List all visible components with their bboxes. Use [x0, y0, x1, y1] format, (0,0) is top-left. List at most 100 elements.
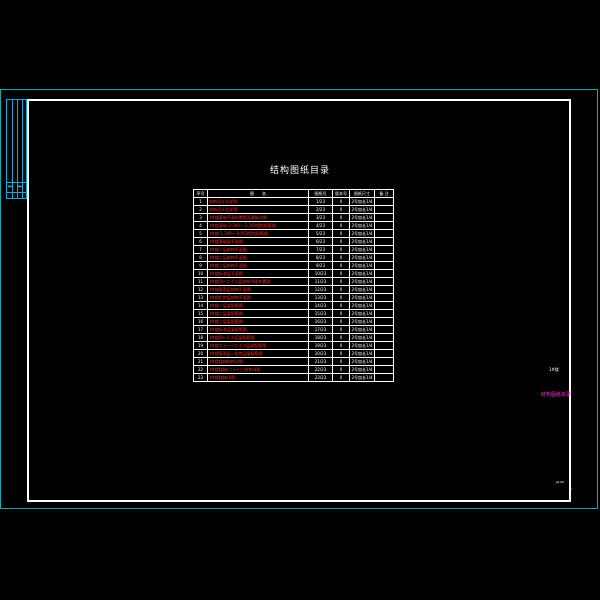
row-drawing-name: 1#楼基础梁平面图	[207, 237, 309, 246]
table-row: 3 1#楼基础平面布置图及基础详图 3/23 0 2号加长1/4	[193, 213, 394, 222]
row-size: 2号加长1/4	[349, 269, 375, 278]
row-number: 12	[193, 285, 208, 294]
row-size: 2号加长1/4	[349, 341, 375, 350]
table-row: 9 1#楼三层结构平面图 9/23 0 2号加长1/4	[193, 261, 394, 270]
row-size: 2号加长1/4	[349, 333, 375, 342]
row-drawing-name: 1#楼三层结构平面图	[207, 261, 309, 270]
row-remark	[374, 269, 394, 278]
row-version: 0	[332, 301, 350, 310]
row-remark	[374, 213, 394, 222]
binding-strip: ▬ ▬	[6, 99, 27, 199]
row-size: 2号加长1/4	[349, 261, 375, 270]
row-size: 2号加长1/4	[349, 197, 375, 206]
row-size: 2号加长1/4	[349, 317, 375, 326]
row-size: 2号加长1/4	[349, 237, 375, 246]
row-drawing-name: 1#楼标准层梁配筋图	[207, 325, 309, 334]
row-remark	[374, 285, 394, 294]
row-number: 2	[193, 205, 208, 214]
table-row: 11 1#楼四~二十二层结构平面布置图 11/23 0 2号加长1/4	[193, 277, 394, 286]
row-size: 2号加长1/4	[349, 245, 375, 254]
row-number: 11	[193, 277, 208, 286]
header-no: 序号	[193, 189, 208, 198]
row-number: 6	[193, 237, 208, 246]
table-row: 14 1#楼一层梁配筋图 14/23 0 2号加长1/4	[193, 301, 394, 310]
row-remark	[374, 229, 394, 238]
row-page: 2/23	[308, 205, 333, 214]
header-name: 图 名	[207, 189, 309, 198]
row-drawing-name: 1#楼二十一~二十二层梁配筋图	[207, 341, 309, 350]
row-page: 1/23	[308, 197, 333, 206]
row-version: 0	[332, 205, 350, 214]
row-version: 0	[332, 269, 350, 278]
header-remark: 备 注	[374, 189, 394, 198]
row-drawing-name: 1#楼基础平面布置图及基础详图	[207, 213, 309, 222]
row-version: 0	[332, 229, 350, 238]
table-row: 12 1#楼屋面层结构平面图 12/23 0 2号加长1/4	[193, 285, 394, 294]
row-version: 0	[332, 357, 350, 366]
row-remark	[374, 221, 394, 230]
table-row: 16 1#楼三层梁配筋图 16/23 0 2号加长1/4	[193, 317, 394, 326]
row-page: 16/23	[308, 317, 333, 326]
row-size: 2号加长1/4	[349, 285, 375, 294]
row-drawing-name: 1#楼二层结构平面图	[207, 253, 309, 262]
row-page: 17/23	[308, 325, 333, 334]
row-remark	[374, 357, 394, 366]
row-number: 7	[193, 245, 208, 254]
row-remark	[374, 309, 394, 318]
row-version: 0	[332, 373, 350, 382]
table-row: 21 1#楼楼梯结构详图 21/23 0 2号加长1/4	[193, 357, 394, 366]
row-remark	[374, 325, 394, 334]
row-number: 13	[193, 293, 208, 302]
row-version: 0	[332, 277, 350, 286]
row-number: 14	[193, 301, 208, 310]
row-remark	[374, 245, 394, 254]
row-remark	[374, 253, 394, 262]
row-drawing-name: 1#楼四~二十层梁配筋图	[207, 333, 309, 342]
row-remark	[374, 333, 394, 342]
row-number: 1	[193, 197, 208, 206]
row-drawing-name: 1#楼二层梁配筋图	[207, 309, 309, 318]
header-version: 版本号	[332, 189, 350, 198]
row-version: 0	[332, 237, 350, 246]
row-page: 11/23	[308, 277, 333, 286]
row-number: 21	[193, 357, 208, 366]
row-drawing-name: 1#楼楼梯结构详图	[207, 357, 309, 366]
row-drawing-name: 1#楼一层梁配筋图	[207, 301, 309, 310]
table-row: 23 1#楼楼梯详图 23/23 0 2号加长1/4	[193, 373, 394, 382]
row-number: 17	[193, 325, 208, 334]
table-row: 20 1#楼屋面层~机房层梁配筋图 20/23 0 2号加长1/4	[193, 349, 394, 358]
row-page: 9/23	[308, 261, 333, 270]
row-version: 0	[332, 333, 350, 342]
row-drawing-name: 1#楼-1.300~-0.050墙柱配筋图	[207, 229, 309, 238]
row-size: 2号加长1/4	[349, 365, 375, 374]
row-version: 0	[332, 197, 350, 206]
row-version: 0	[332, 341, 350, 350]
header-page: 图纸号	[308, 189, 333, 198]
row-number: 23	[193, 373, 208, 382]
row-number: 3	[193, 213, 208, 222]
row-version: 0	[332, 221, 350, 230]
row-page: 20/23	[308, 349, 333, 358]
row-remark	[374, 293, 394, 302]
row-remark	[374, 317, 394, 326]
row-drawing-name: 1#楼楼梯(二)~(三)结构详图	[207, 365, 309, 374]
row-drawing-name: 结构设计总说明	[207, 197, 309, 206]
row-page: 5/23	[308, 229, 333, 238]
table-row: 7 1#楼一层结构平面图 7/23 0 2号加长1/4	[193, 245, 394, 254]
row-version: 0	[332, 245, 350, 254]
row-drawing-name: 结构设计总说明	[207, 205, 309, 214]
row-page: 14/23	[308, 301, 333, 310]
row-page: 8/23	[308, 253, 333, 262]
row-number: 20	[193, 349, 208, 358]
row-drawing-name: 1#楼四~二十二层结构平面布置图	[207, 277, 309, 286]
table-header-row: 序号 图 名 图纸号 版本号 图纸尺寸 备 注	[193, 189, 394, 198]
row-size: 2号加长1/4	[349, 325, 375, 334]
table-row: 22 1#楼楼梯(二)~(三)结构详图 22/23 0 2号加长1/4	[193, 365, 394, 374]
row-remark	[374, 237, 394, 246]
row-number: 19	[193, 341, 208, 350]
row-page: 13/23	[308, 293, 333, 302]
table-row: 15 1#楼二层梁配筋图 15/23 0 2号加长1/4	[193, 309, 394, 318]
table-row: 18 1#楼四~二十层梁配筋图 18/23 0 2号加长1/4	[193, 333, 394, 342]
table-row: 19 1#楼二十一~二十二层梁配筋图 19/23 0 2号加长1/4	[193, 341, 394, 350]
row-number: 16	[193, 317, 208, 326]
